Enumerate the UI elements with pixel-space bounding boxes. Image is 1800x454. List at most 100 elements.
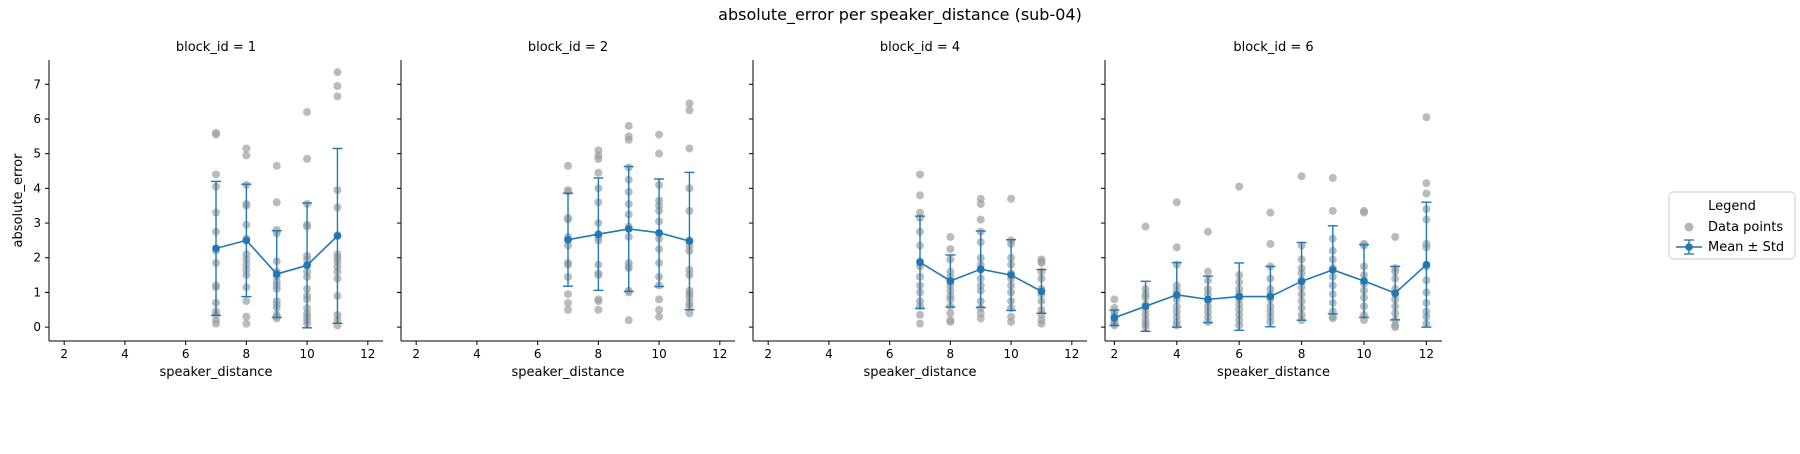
mean-marker (303, 261, 311, 270)
mean-marker (1422, 260, 1431, 269)
data-point (916, 310, 924, 319)
data-point (1007, 194, 1016, 203)
data-point (272, 198, 281, 207)
data-point (242, 151, 251, 160)
data-point (1266, 239, 1275, 248)
x-tick-label: 12 (712, 347, 727, 361)
panel-title: block_id = 2 (528, 40, 608, 55)
data-point (1359, 208, 1368, 217)
mean-marker (1266, 292, 1275, 301)
error-bars (1109, 201, 1432, 332)
data-point (1328, 173, 1337, 182)
x-tick-label: 10 (1356, 347, 1371, 361)
x-tick-label: 2 (412, 347, 420, 361)
x-tick-label: 2 (60, 347, 68, 361)
mean-marker (1007, 271, 1015, 279)
data-point (655, 130, 664, 139)
data-point (1391, 232, 1400, 241)
data-point (976, 215, 985, 224)
mean-marker (564, 235, 572, 244)
x-tick-label: 6 (534, 347, 542, 361)
error-bars (915, 215, 1047, 314)
x-tick-label: 8 (947, 347, 955, 361)
data-point (1110, 295, 1119, 304)
y-tick-label: 7 (33, 77, 41, 91)
data-point (1203, 227, 1212, 236)
y-tick-label: 0 (33, 320, 41, 334)
legend: Legend Data points Mean ± Std (1668, 191, 1796, 260)
x-tick-label: 4 (1173, 347, 1181, 361)
data-point (272, 161, 281, 170)
data-point (624, 135, 633, 144)
data-point (1422, 113, 1431, 122)
data-point (655, 149, 664, 158)
data-point (1172, 198, 1181, 207)
x-axis-label: speaker_distance (160, 365, 273, 380)
y-tick-label: 5 (33, 147, 41, 161)
data-point (1391, 323, 1400, 332)
mean-marker (1110, 313, 1119, 322)
data-point (1328, 314, 1337, 323)
legend-frame (1668, 191, 1796, 260)
mean-marker (1172, 291, 1181, 299)
legend-mean-label: Mean ± Std (1708, 240, 1784, 255)
data-point (655, 312, 664, 321)
x-tick-label: 10 (1003, 347, 1018, 361)
data-point (333, 82, 342, 91)
x-tick-label: 10 (651, 347, 666, 361)
x-tick-label: 4 (473, 347, 481, 361)
mean-marker (685, 237, 694, 245)
data-point (916, 319, 924, 328)
x-tick-label: 4 (121, 347, 129, 361)
mean-marker (976, 265, 985, 273)
data-point (1422, 189, 1431, 198)
x-tick-label: 8 (1298, 347, 1306, 361)
data-point (685, 106, 694, 115)
data-point (1037, 319, 1046, 328)
panel-1: block_id = 12 4 6 8 10 1201234567speaker_dist… (11, 40, 383, 380)
data-point (212, 319, 220, 328)
legend-data-points-marker (1684, 222, 1694, 232)
data-point (1235, 182, 1244, 191)
data-point (1422, 179, 1431, 188)
x-axis-label: speaker_distance (1217, 365, 1330, 380)
data-point (212, 170, 220, 179)
data-point (946, 245, 955, 254)
mean-marker (624, 225, 633, 233)
mean-marker (946, 277, 955, 285)
mean-marker (242, 236, 251, 245)
data-point (655, 305, 664, 314)
mean-marker (1235, 292, 1243, 301)
x-tick-label: 6 (182, 347, 190, 361)
data-point (303, 108, 312, 117)
legend-data-points-label: Data points (1708, 220, 1783, 235)
x-tick-label: 4 (825, 347, 833, 361)
data-point (1037, 258, 1046, 267)
data-point (594, 297, 603, 306)
y-tick-label: 1 (33, 285, 41, 299)
data-point (1007, 317, 1016, 326)
mean-marker (1360, 277, 1368, 285)
panel-4: block_id = 6 2 4 6 8 10 12 speaker_distance (1101, 40, 1442, 380)
x-tick-label: 2 (1111, 347, 1119, 361)
data-point (1141, 222, 1150, 231)
data-point (242, 312, 251, 321)
legend-mean-marker (1676, 239, 1702, 255)
mean-marker (212, 244, 220, 253)
x-tick-label: 12 (1419, 347, 1434, 361)
data-point (946, 317, 955, 326)
x-tick-label: 12 (1064, 347, 1079, 361)
x-tick-label: 2 (764, 347, 772, 361)
data-point (564, 161, 572, 170)
mean-marker (272, 270, 281, 278)
data-point (303, 154, 312, 163)
mean-marker (1037, 287, 1046, 296)
figure-title: absolute_error per speaker_distance (sub… (718, 5, 1082, 25)
data-point (976, 314, 985, 323)
data-point (685, 99, 694, 108)
data-point (242, 297, 251, 306)
error-bars (563, 165, 695, 311)
data-point (916, 191, 924, 200)
